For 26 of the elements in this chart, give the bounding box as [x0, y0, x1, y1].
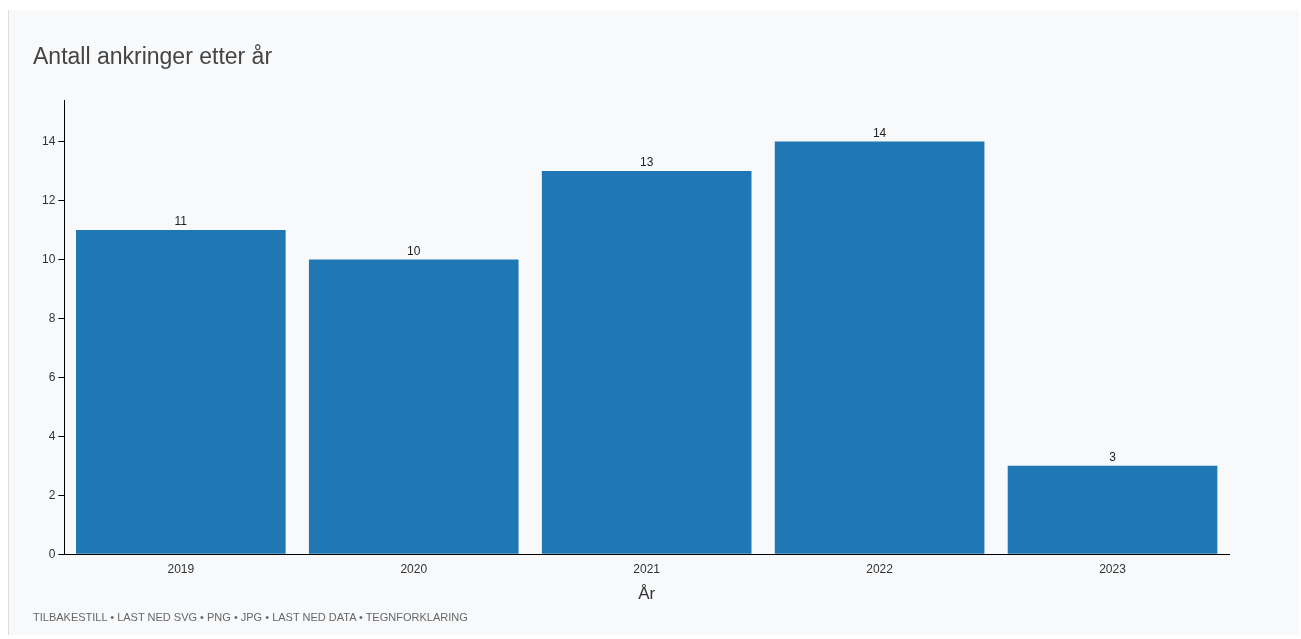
data-label: 3 [1109, 450, 1117, 465]
data-label: 11 [174, 214, 188, 229]
text: TILBAKESTILL • LAST NED SVG • PNG • JPG • LAST NED DATA • TEGNFORKLARING [33, 611, 468, 623]
data-label: 14 [872, 125, 887, 140]
bar [1007, 465, 1218, 554]
bar [75, 229, 286, 554]
chart-title: Antall ankringer etter år [33, 43, 273, 70]
x-tick-label: 2022 [866, 561, 894, 576]
y-tick-label: 6 [48, 369, 56, 384]
x-tick-label: 2023 [1099, 561, 1127, 576]
y-tick-label: 8 [48, 310, 56, 325]
y-tick-label: 2 [48, 487, 56, 502]
bar [541, 170, 752, 554]
x-tick-label: 2020 [400, 561, 428, 576]
y-tick-label: 10 [41, 251, 56, 266]
data-label: 13 [639, 155, 654, 170]
bar [774, 141, 985, 554]
data-label: 10 [407, 243, 421, 258]
y-tick-label: 4 [48, 428, 56, 443]
y-tick-label: 0 [48, 546, 56, 561]
x-axis-title: År [638, 584, 656, 604]
x-tick-label: 2021 [633, 561, 661, 576]
y-tick-label: 12 [41, 192, 56, 207]
y-tick-label: 14 [41, 133, 56, 148]
bar [308, 259, 519, 554]
x-tick-label: 2019 [167, 561, 195, 576]
